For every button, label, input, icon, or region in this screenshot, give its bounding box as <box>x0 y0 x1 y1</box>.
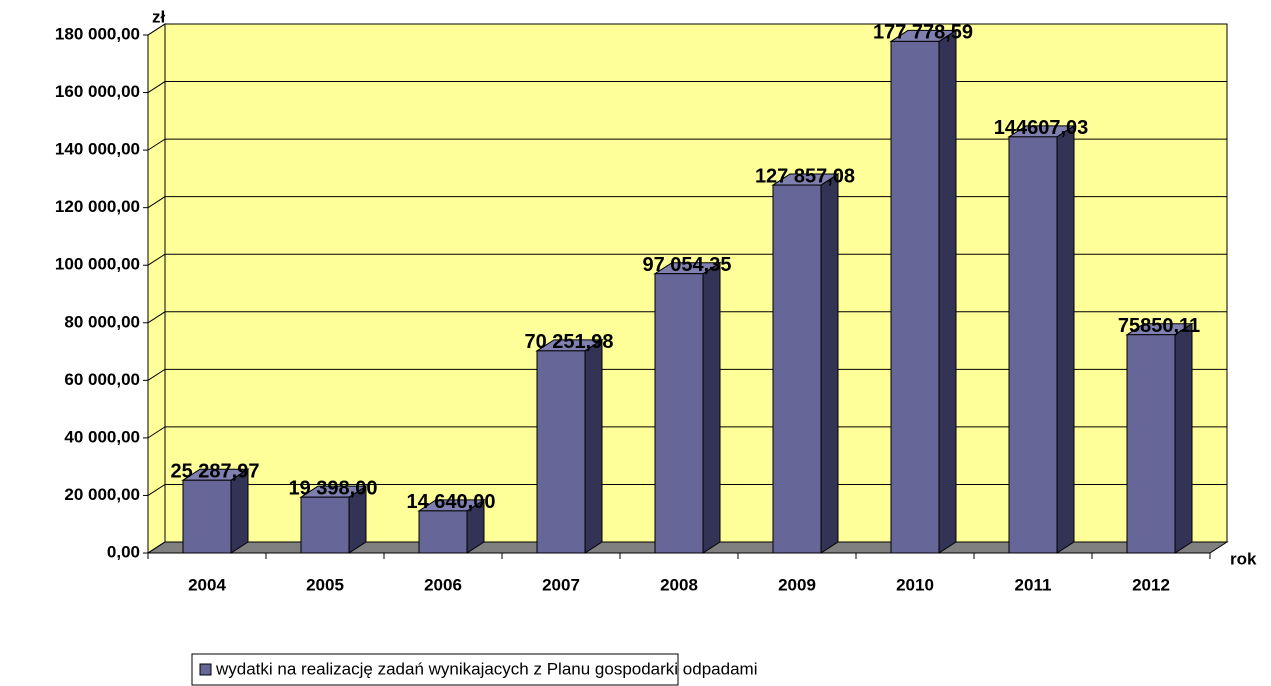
legend-swatch <box>199 663 212 676</box>
grid-line <box>147 426 1227 439</box>
x-tick-label: 2011 <box>1015 575 1052 594</box>
data-label: 25 287,97 <box>171 461 260 483</box>
data-label: 14 640,00 <box>407 491 496 513</box>
y-tick-label: 120 000,00 <box>55 197 140 216</box>
bar-side <box>820 173 839 554</box>
data-label: 127 857,08 <box>755 165 855 187</box>
x-tick-label: 2012 <box>1132 575 1170 594</box>
x-tick-label: 2008 <box>660 575 698 594</box>
bar <box>654 273 704 554</box>
grid-line <box>147 23 1227 36</box>
y-tick-label: 20 000,00 <box>64 485 140 504</box>
data-label: 70 251,98 <box>525 331 614 353</box>
grid-line <box>147 138 1227 151</box>
data-label: 144607,03 <box>994 117 1089 139</box>
grid-line <box>147 368 1227 381</box>
y-tick-label: 180 000,00 <box>55 24 140 43</box>
bar <box>418 510 468 554</box>
grid-line <box>147 253 1227 266</box>
bar-side <box>1174 322 1193 554</box>
bar <box>772 184 822 554</box>
data-label: 75850,11 <box>1118 315 1200 337</box>
y-tick-label: 40 000,00 <box>64 427 140 446</box>
data-label: 97 054,35 <box>643 254 732 276</box>
bar-side <box>702 261 721 554</box>
y-tick-label: 60 000,00 <box>64 370 140 389</box>
data-label: 19 398,00 <box>289 477 378 499</box>
y-tick-label: 80 000,00 <box>64 312 140 331</box>
legend-label: wydatki na realizację zadań wynikajacych… <box>215 659 757 678</box>
x-tick-label: 2007 <box>542 575 580 594</box>
grid-line <box>147 311 1227 324</box>
bar <box>182 479 232 554</box>
x-tick-label: 2005 <box>306 575 344 594</box>
grid-line <box>147 196 1227 209</box>
bar <box>1126 334 1176 554</box>
x-tick-label: 2004 <box>188 575 226 594</box>
grid-line <box>147 483 1227 496</box>
grid-line <box>147 81 1227 93</box>
x-tick-label: 2006 <box>424 575 462 594</box>
y-tick-label: 160 000,00 <box>55 82 140 101</box>
bar-side <box>938 29 957 554</box>
data-label: 177 778,59 <box>873 22 973 44</box>
y-tick-label: 0,00 <box>107 542 140 561</box>
bar <box>1008 136 1058 554</box>
side-wall <box>147 23 166 554</box>
bar <box>536 350 586 554</box>
bar-side <box>584 338 603 554</box>
y-tick-label: 140 000,00 <box>55 140 140 159</box>
x-axis-label: rok <box>1230 549 1257 568</box>
x-tick-label: 2009 <box>778 575 816 594</box>
grid-line <box>147 541 1227 554</box>
bar <box>300 496 350 554</box>
bar-side <box>1056 124 1075 554</box>
y-axis-label: zł <box>152 7 166 26</box>
y-tick-label: 100 000,00 <box>55 255 140 274</box>
legend-box <box>191 653 679 686</box>
bar <box>890 40 940 554</box>
x-tick-label: 2010 <box>896 575 934 594</box>
